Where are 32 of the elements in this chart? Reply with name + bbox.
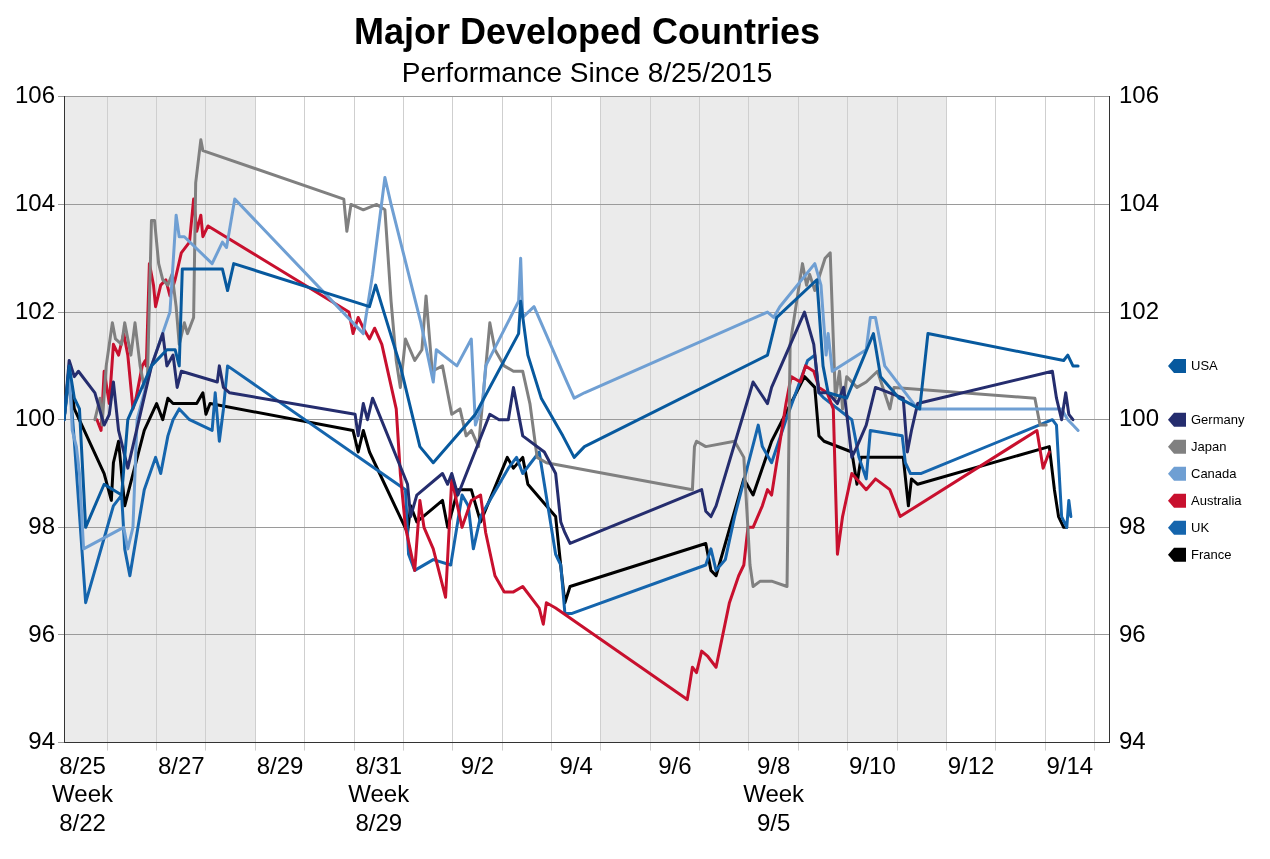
x-tick-label: 8/27 [157,751,205,779]
y2-tick-label: 98 [1118,511,1146,539]
x-tick-label: 8/29 [256,751,304,779]
x-tick-label: 9/6 [658,751,692,779]
y2-tick-label: 106 [1118,81,1159,109]
y-tick-label: 96 [28,619,56,647]
x-tick-label: 8/31 Week 8/29 [348,751,411,837]
x-tick-label: 9/4 [559,751,593,779]
x-tick-label: 9/8 Week 9/5 [743,751,806,837]
y2-tick-label: 104 [1118,189,1159,217]
y-tick-label: 100 [15,404,56,432]
legend-label: France [1191,547,1232,563]
x-tick-label: 9/12 [947,751,995,779]
x-tick-label: 9/14 [1046,751,1094,779]
x-tick-label: 9/2 [460,751,495,779]
chart-title: Major Developed Countries [353,10,821,52]
legend-label: Germany [1191,412,1245,428]
x-tick-label: 9/10 [849,751,896,779]
legend-label: Japan [1191,439,1227,455]
y2-tick-label: 94 [1118,727,1146,755]
legend-label: Canada [1191,466,1238,482]
chart-subtitle: Performance Since 8/25/2015 [401,56,773,88]
legend-label: USA [1191,358,1219,374]
y-tick-label: 106 [15,81,56,109]
y-tick-label: 104 [15,189,56,217]
legend-label: UK [1191,520,1210,536]
y2-tick-label: 96 [1118,619,1146,647]
y2-tick-label: 100 [1118,404,1159,432]
y-tick-label: 102 [15,296,56,324]
y2-tick-label: 102 [1118,296,1159,324]
legend-label: Australia [1191,493,1243,509]
y-tick-label: 98 [28,511,56,539]
